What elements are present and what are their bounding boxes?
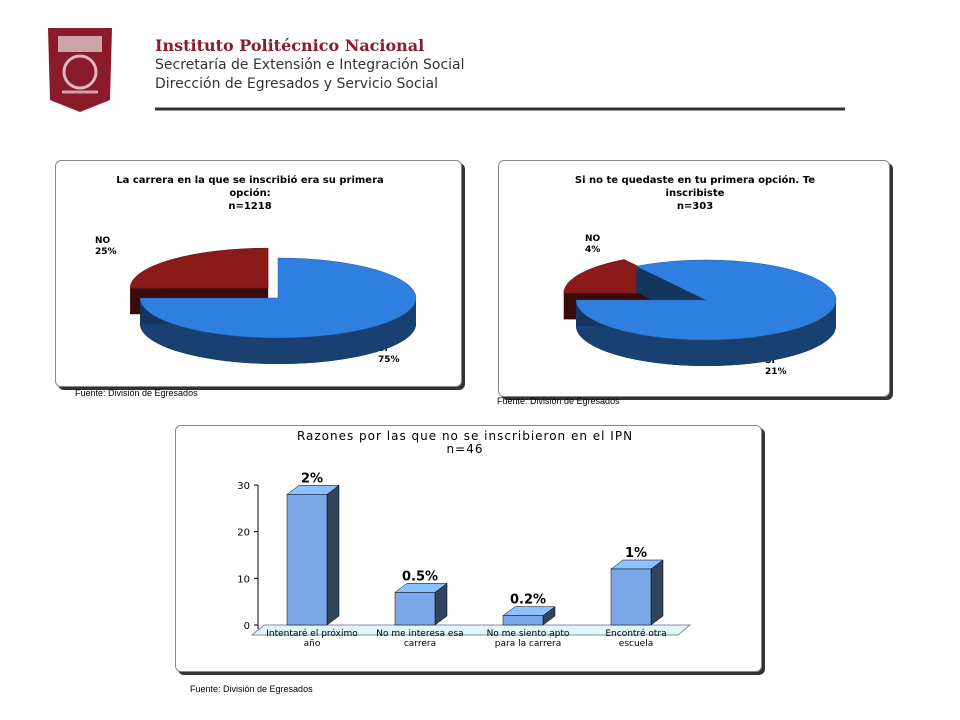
source-note: Fuente: División de Egresados xyxy=(497,396,620,406)
slice-side xyxy=(140,298,416,364)
value-label: 21% xyxy=(765,367,787,377)
bar-annotation: 0.5% xyxy=(402,569,438,584)
chart-title: La carrera en la que se inscribió era su… xyxy=(116,175,384,199)
category-label: NO xyxy=(95,236,111,246)
slice xyxy=(139,257,417,339)
chart-titles: La carrera en la que se inscribió era su… xyxy=(100,174,400,213)
bar-annotation: 1% xyxy=(625,546,647,561)
x-tick-label: No me interesa esa carrera xyxy=(376,629,464,649)
chart-title: Si no te quedaste en tu primera opción. … xyxy=(574,175,816,199)
bar-annotation: 2% xyxy=(301,471,323,486)
slice-label: NO 4% xyxy=(585,234,600,256)
chart-titles: Si no te quedaste en tu primera opción. … xyxy=(555,174,835,213)
header-title: Instituto Politécnico Nacional xyxy=(155,36,425,55)
header-line: Dirección de Egresados y Servicio Social xyxy=(155,76,438,92)
chart-titles: Razones por las que no se inscribieron e… xyxy=(255,430,675,456)
bar xyxy=(394,592,436,626)
x-tick-label: Encontré otra escuela xyxy=(605,629,667,649)
value-label: 25% xyxy=(95,247,117,257)
x-tick-label: Intentaré el próximo año xyxy=(266,629,358,649)
bar-side xyxy=(326,484,340,626)
source-note: Fuente: División de Egresados xyxy=(75,388,198,398)
value-label: 75% xyxy=(378,355,400,365)
y-tick-label: 10 xyxy=(237,574,250,585)
bar xyxy=(502,615,544,626)
slice-label: SI 21% xyxy=(765,356,787,378)
category-label: NO xyxy=(585,234,601,244)
bar xyxy=(286,494,328,626)
header-line: Secretaría de Extensión e Integración So… xyxy=(155,57,465,73)
x-tick-label: No me siento apto para la carrera xyxy=(486,629,570,649)
chart-subtitle: n=1218 xyxy=(228,201,272,212)
header-lines: Secretaría de Extensión e Integración So… xyxy=(155,56,465,94)
chart-subtitle: n=46 xyxy=(446,442,484,456)
source-note: Fuente: División de Egresados xyxy=(190,684,313,694)
chart-subtitle: n=303 xyxy=(676,201,714,212)
slice xyxy=(575,259,837,341)
logo xyxy=(48,28,112,112)
chart-title: Razones por las que no se inscribieron e… xyxy=(296,429,634,443)
value-label: 4% xyxy=(585,245,601,255)
floor xyxy=(250,624,692,636)
category-label: SI xyxy=(765,356,775,366)
slice-side xyxy=(576,300,836,366)
slice-label: NO 25% xyxy=(95,236,117,258)
bar-annotation: 0.2% xyxy=(510,593,546,608)
slice xyxy=(129,247,269,289)
y-tick-label: 20 xyxy=(237,528,250,539)
bar-side xyxy=(650,559,664,626)
y-tick-label: 30 xyxy=(237,481,250,492)
bar xyxy=(610,568,652,626)
y-tick-label: 0 xyxy=(244,621,250,632)
